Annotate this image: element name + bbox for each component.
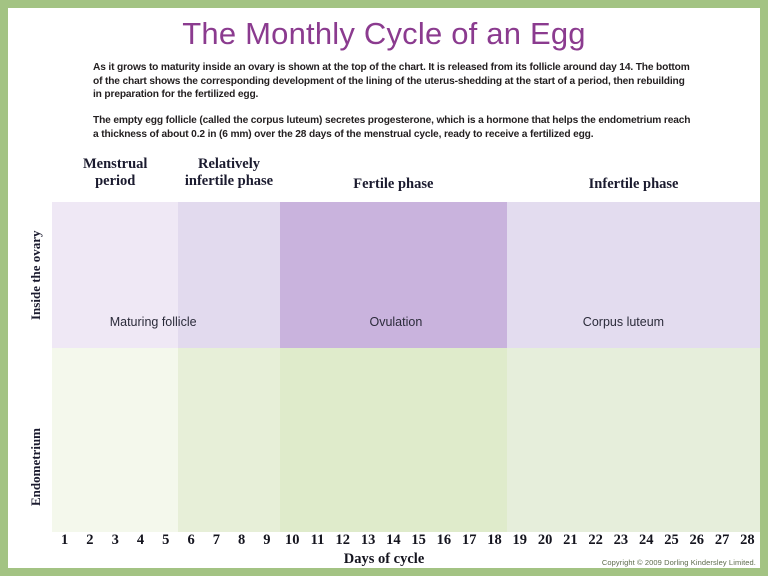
intro-paragraph-2: The empty egg follicle (called the corpu… [93,115,691,140]
endometrium-band-1 [52,348,179,532]
day-label-19: 19 [512,532,528,548]
intro-paragraph-1: As it grows to maturity inside an ovary … [93,62,690,101]
day-label-18: 18 [487,532,502,548]
day-label-6: 6 [187,532,195,548]
day-label-20: 20 [537,532,553,548]
phase-heading-line: Fertile phase [353,176,434,192]
day-label-14: 14 [386,532,401,548]
day-label-24: 24 [638,532,654,548]
phase-heading-relatively-infertile-phase: Relatively infertile phase [178,156,279,190]
ovary-panel: Maturing follicle Ovulation Corpus luteu… [52,202,760,348]
endometrium-band-4 [507,348,760,532]
day-label-21: 21 [563,532,578,548]
phase-heading-infertile-phase: Infertile phase [507,176,760,193]
day-label-11: 11 [310,532,325,548]
day-label-15: 15 [411,532,426,548]
day-label-28: 28 [740,532,755,548]
phase-heading-line: period [95,173,136,189]
day-label-1: 1 [61,532,69,548]
ovary-axis-label: Inside the ovary [28,230,43,320]
day-axis: 1 2 3 4 5 6 7 8 9 10 11 12 13 14 15 16 17 18 19 20 21 22 23 24 2… [52,532,760,552]
day-label-5: 5 [162,532,170,548]
day-label-12: 12 [335,532,351,548]
phase-heading-fertile-phase: Fertile phase [280,176,508,193]
endometrium-band-3 [279,348,508,532]
day-label-16: 16 [436,532,452,548]
day-label-17: 17 [461,532,477,548]
day-label-10: 10 [284,532,300,548]
ovary-band-2 [178,202,280,348]
day-label-4: 4 [136,532,145,548]
day-label-13: 13 [360,532,376,548]
day-label-22: 22 [588,532,603,548]
day-label-7: 7 [212,532,220,548]
phase-heading-line: Infertile phase [588,176,679,192]
endometrium-panel [52,348,760,532]
day-label-3: 3 [111,532,119,548]
ovary-caption-maturing-follicle: Maturing follicle [109,315,197,329]
day-label-25: 25 [664,532,679,548]
phase-heading-line: Relatively [197,156,260,172]
day-label-27: 27 [714,532,730,548]
cycle-chart: Maturing follicle Ovulation Corpus luteu… [52,202,760,532]
ovary-band-1 [52,202,179,348]
day-label-8: 8 [238,532,246,548]
phase-heading-menstrual-period: Menstrual period [52,156,178,190]
day-label-2: 2 [86,532,94,548]
day-label-23: 23 [613,532,629,548]
ovary-caption-corpus-luteum: Corpus luteum [582,315,665,329]
phase-heading-line: Menstrual [82,156,148,172]
ovary-caption-ovulation: Ovulation [369,315,423,329]
page-title: The Monthly Cycle of an Egg [182,16,586,51]
infographic-frame: The Monthly Cycle of an Egg As it grows … [8,8,760,568]
ovary-band-4 [507,202,760,348]
endometrium-axis-label: Endometrium [28,428,43,506]
phase-heading-line: infertile phase [184,173,274,189]
copyright-notice: Copyright © 2009 Dorling Kindersley Limi… [601,558,756,567]
day-label-9: 9 [263,532,271,548]
day-label-26: 26 [689,532,705,548]
endometrium-band-2 [178,348,280,532]
ovary-band-3 [279,202,508,348]
x-axis-title: Days of cycle [343,551,425,567]
